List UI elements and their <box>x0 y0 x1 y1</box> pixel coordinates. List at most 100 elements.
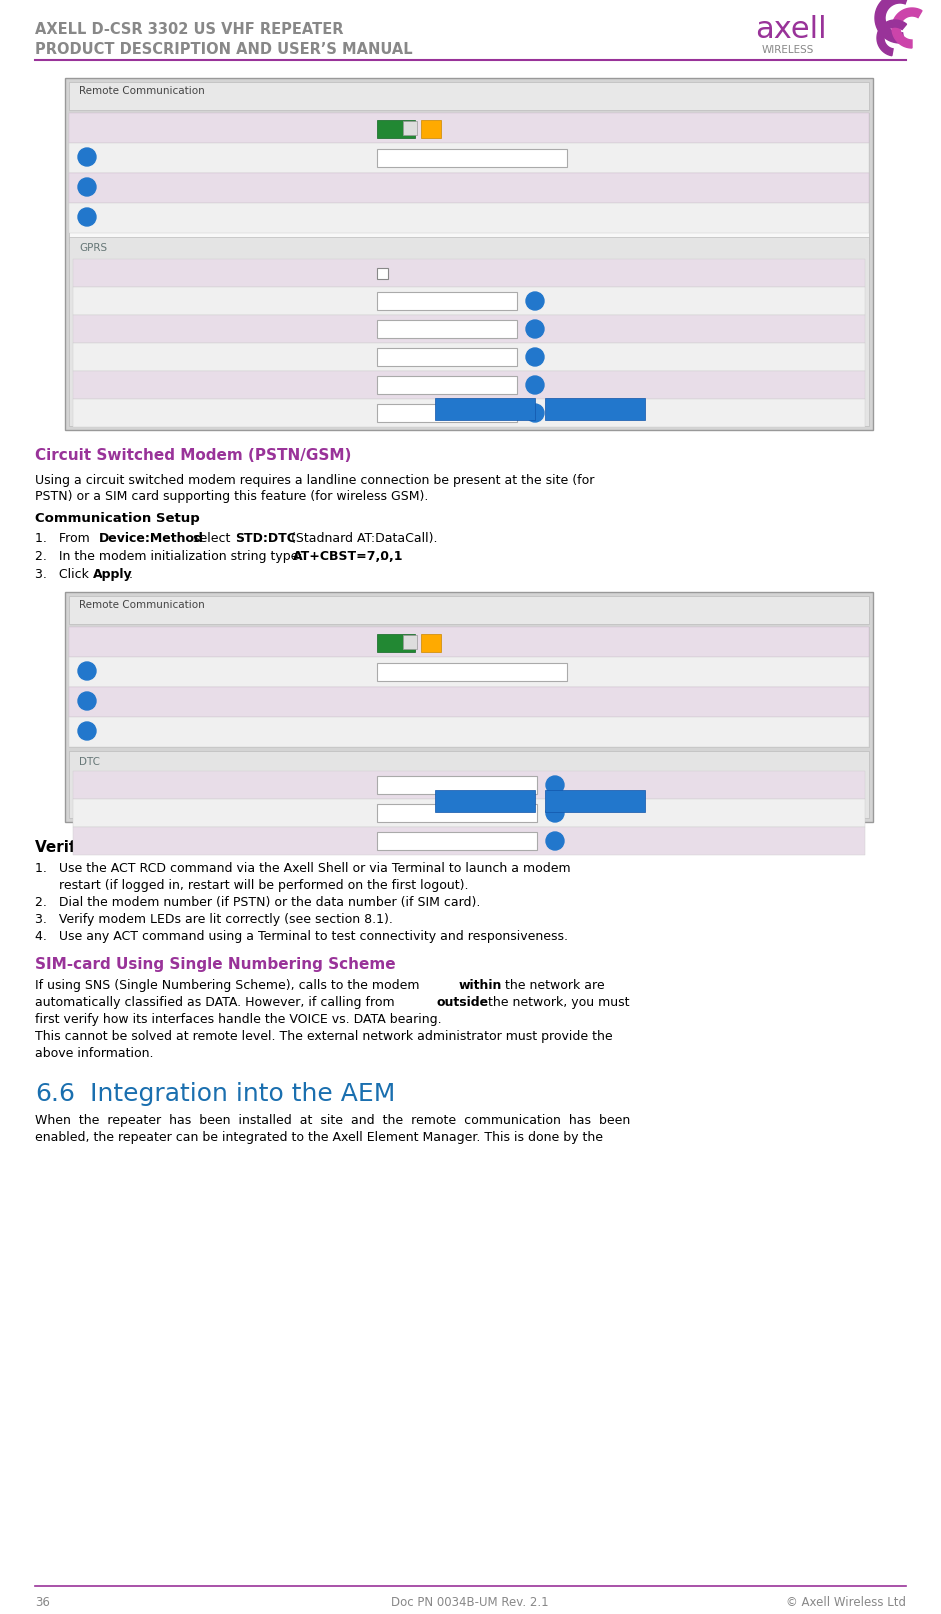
Text: GPRS: GPRS <box>79 244 107 253</box>
Bar <box>377 376 517 394</box>
Text: ON: ON <box>380 634 395 644</box>
Text: 36: 36 <box>35 1596 50 1609</box>
Circle shape <box>78 692 96 710</box>
Text: ✓  Apply: ✓ Apply <box>555 794 599 804</box>
Bar <box>73 799 865 826</box>
Text: AEM Main Number: AEM Main Number <box>261 805 369 817</box>
Text: automatically classified as DATA. However, if calling from: automatically classified as DATA. Howeve… <box>35 996 399 1009</box>
Text: Remote Communication: Remote Communication <box>79 86 205 95</box>
Text: All Remote Communications: All Remote Communications <box>203 634 369 644</box>
Bar <box>545 789 645 812</box>
Text: i: i <box>84 150 88 160</box>
Text: AEM Main Port: AEM Main Port <box>282 350 369 360</box>
Bar <box>73 826 865 855</box>
Bar <box>69 113 869 144</box>
Text: ▾: ▾ <box>552 150 558 160</box>
Text: i: i <box>84 725 88 734</box>
Circle shape <box>526 292 544 310</box>
Text: 3.   Click: 3. Click <box>35 568 93 581</box>
Text: Device:Method: Device:Method <box>99 533 204 546</box>
Circle shape <box>546 804 564 822</box>
Text: 1.   From: 1. From <box>35 533 94 546</box>
Text: Remote Communication: Remote Communication <box>79 600 205 610</box>
Text: If using SNS (Single Numbering Scheme), calls to the modem: If using SNS (Single Numbering Scheme), … <box>35 980 423 993</box>
Bar <box>65 77 873 429</box>
Text: Communication Method: Communication Method <box>229 210 369 220</box>
Text: Communication Device: Communication Device <box>234 694 369 704</box>
Text: AEM Main IP Address: AEM Main IP Address <box>245 323 369 332</box>
Text: PRODUCT DESCRIPTION AND USER’S MANUAL: PRODUCT DESCRIPTION AND USER’S MANUAL <box>35 42 412 56</box>
Circle shape <box>546 831 564 851</box>
Bar <box>73 258 865 287</box>
Bar <box>69 717 869 747</box>
Text: Device:Method: Device:Method <box>280 663 369 675</box>
Text: ?: ? <box>532 294 537 303</box>
Circle shape <box>78 662 96 679</box>
Text: !: ! <box>426 634 431 646</box>
Text: i: i <box>84 694 88 704</box>
Text: AEM Secondary Port: AEM Secondary Port <box>249 407 369 416</box>
Bar <box>377 663 567 681</box>
Text: 1024: 1024 <box>381 349 406 358</box>
Bar <box>377 804 537 822</box>
Text: MC551GPRS: MC551GPRS <box>382 150 442 160</box>
Text: 4.   Use any ACT command using a Terminal to test connectivity and responsivenes: 4. Use any ACT command using a Terminal … <box>35 930 568 943</box>
Text: Communication Method: Communication Method <box>229 725 369 734</box>
Text: DTC: DTC <box>79 757 100 767</box>
Text: When  the  repeater  has  been  installed  at  site  and  the  remote  communica: When the repeater has been installed at … <box>35 1114 630 1127</box>
Text: .: . <box>129 568 133 581</box>
Text: SIM-card Using Single Numbering Scheme: SIM-card Using Single Numbering Scheme <box>35 957 395 972</box>
Polygon shape <box>892 8 922 48</box>
Text: 6.6: 6.6 <box>35 1081 75 1106</box>
Text: © Axell Wireless Ltd: © Axell Wireless Ltd <box>786 1596 906 1609</box>
Bar <box>545 399 645 420</box>
Text: !: ! <box>426 121 431 131</box>
Text: Modem Initialization String: Modem Initialization String <box>208 778 369 788</box>
Bar <box>421 634 441 652</box>
Text: above information.: above information. <box>35 1047 153 1060</box>
Text: Siemens Internal GSM/GPRS 950/900/1800/1900 modem: Siemens Internal GSM/GPRS 950/900/1800/1… <box>377 694 634 704</box>
Text: 1025: 1025 <box>381 405 406 415</box>
Polygon shape <box>877 19 906 56</box>
Text: enabled, the repeater can be integrated to the Axell Element Manager. This is do: enabled, the repeater can be integrated … <box>35 1131 603 1144</box>
Bar <box>73 344 865 371</box>
Polygon shape <box>875 0 909 44</box>
Text: Siemens Internal GSM/GPRS 950/900/1800/1900 modem: Siemens Internal GSM/GPRS 950/900/1800/1… <box>377 181 634 189</box>
Text: ↺  Reload: ↺ Reload <box>445 794 496 804</box>
Text: Apply: Apply <box>93 568 133 581</box>
Circle shape <box>78 208 96 226</box>
Text: ?: ? <box>552 805 557 815</box>
Bar <box>73 399 865 428</box>
Bar <box>69 113 869 244</box>
Text: ▾: ▾ <box>552 663 558 675</box>
Circle shape <box>526 404 544 421</box>
Bar <box>69 144 869 173</box>
Text: Circuit Switched Modem (PSTN/GSM): Circuit Switched Modem (PSTN/GSM) <box>35 449 351 463</box>
Bar <box>377 404 517 421</box>
Text: Communication Setup: Communication Setup <box>35 512 199 525</box>
Text: ?: ? <box>532 350 537 358</box>
Text: -: - <box>381 805 385 815</box>
Bar <box>69 203 869 232</box>
Text: AT+CBST=7,0,1: AT+CBST=7,0,1 <box>293 550 404 563</box>
Bar <box>377 292 517 310</box>
Bar <box>377 119 415 139</box>
Bar <box>377 268 388 279</box>
Bar <box>69 751 869 818</box>
Bar <box>73 287 865 315</box>
Bar <box>73 315 865 344</box>
Text: Packet Switched Data over GSM/GPRS: Packet Switched Data over GSM/GPRS <box>377 210 550 220</box>
Text: Doc PN 0034B-UM Rev. 2.1: Doc PN 0034B-UM Rev. 2.1 <box>391 1596 549 1609</box>
Text: ?: ? <box>532 323 537 331</box>
Bar <box>403 634 417 649</box>
Text: ON: ON <box>380 121 395 131</box>
Bar <box>377 349 517 366</box>
Text: MCSS1DTC: MCSS1DTC <box>382 663 436 675</box>
Text: i: i <box>84 210 88 220</box>
Text: 3.   Verify modem LEDs are lit correctly (see section 8.1).: 3. Verify modem LEDs are lit correctly (… <box>35 914 393 926</box>
Text: i: i <box>84 181 88 190</box>
Bar <box>69 237 869 426</box>
Circle shape <box>526 349 544 366</box>
Text: Attachement Status:: Attachement Status: <box>247 266 369 276</box>
Bar <box>69 596 869 625</box>
